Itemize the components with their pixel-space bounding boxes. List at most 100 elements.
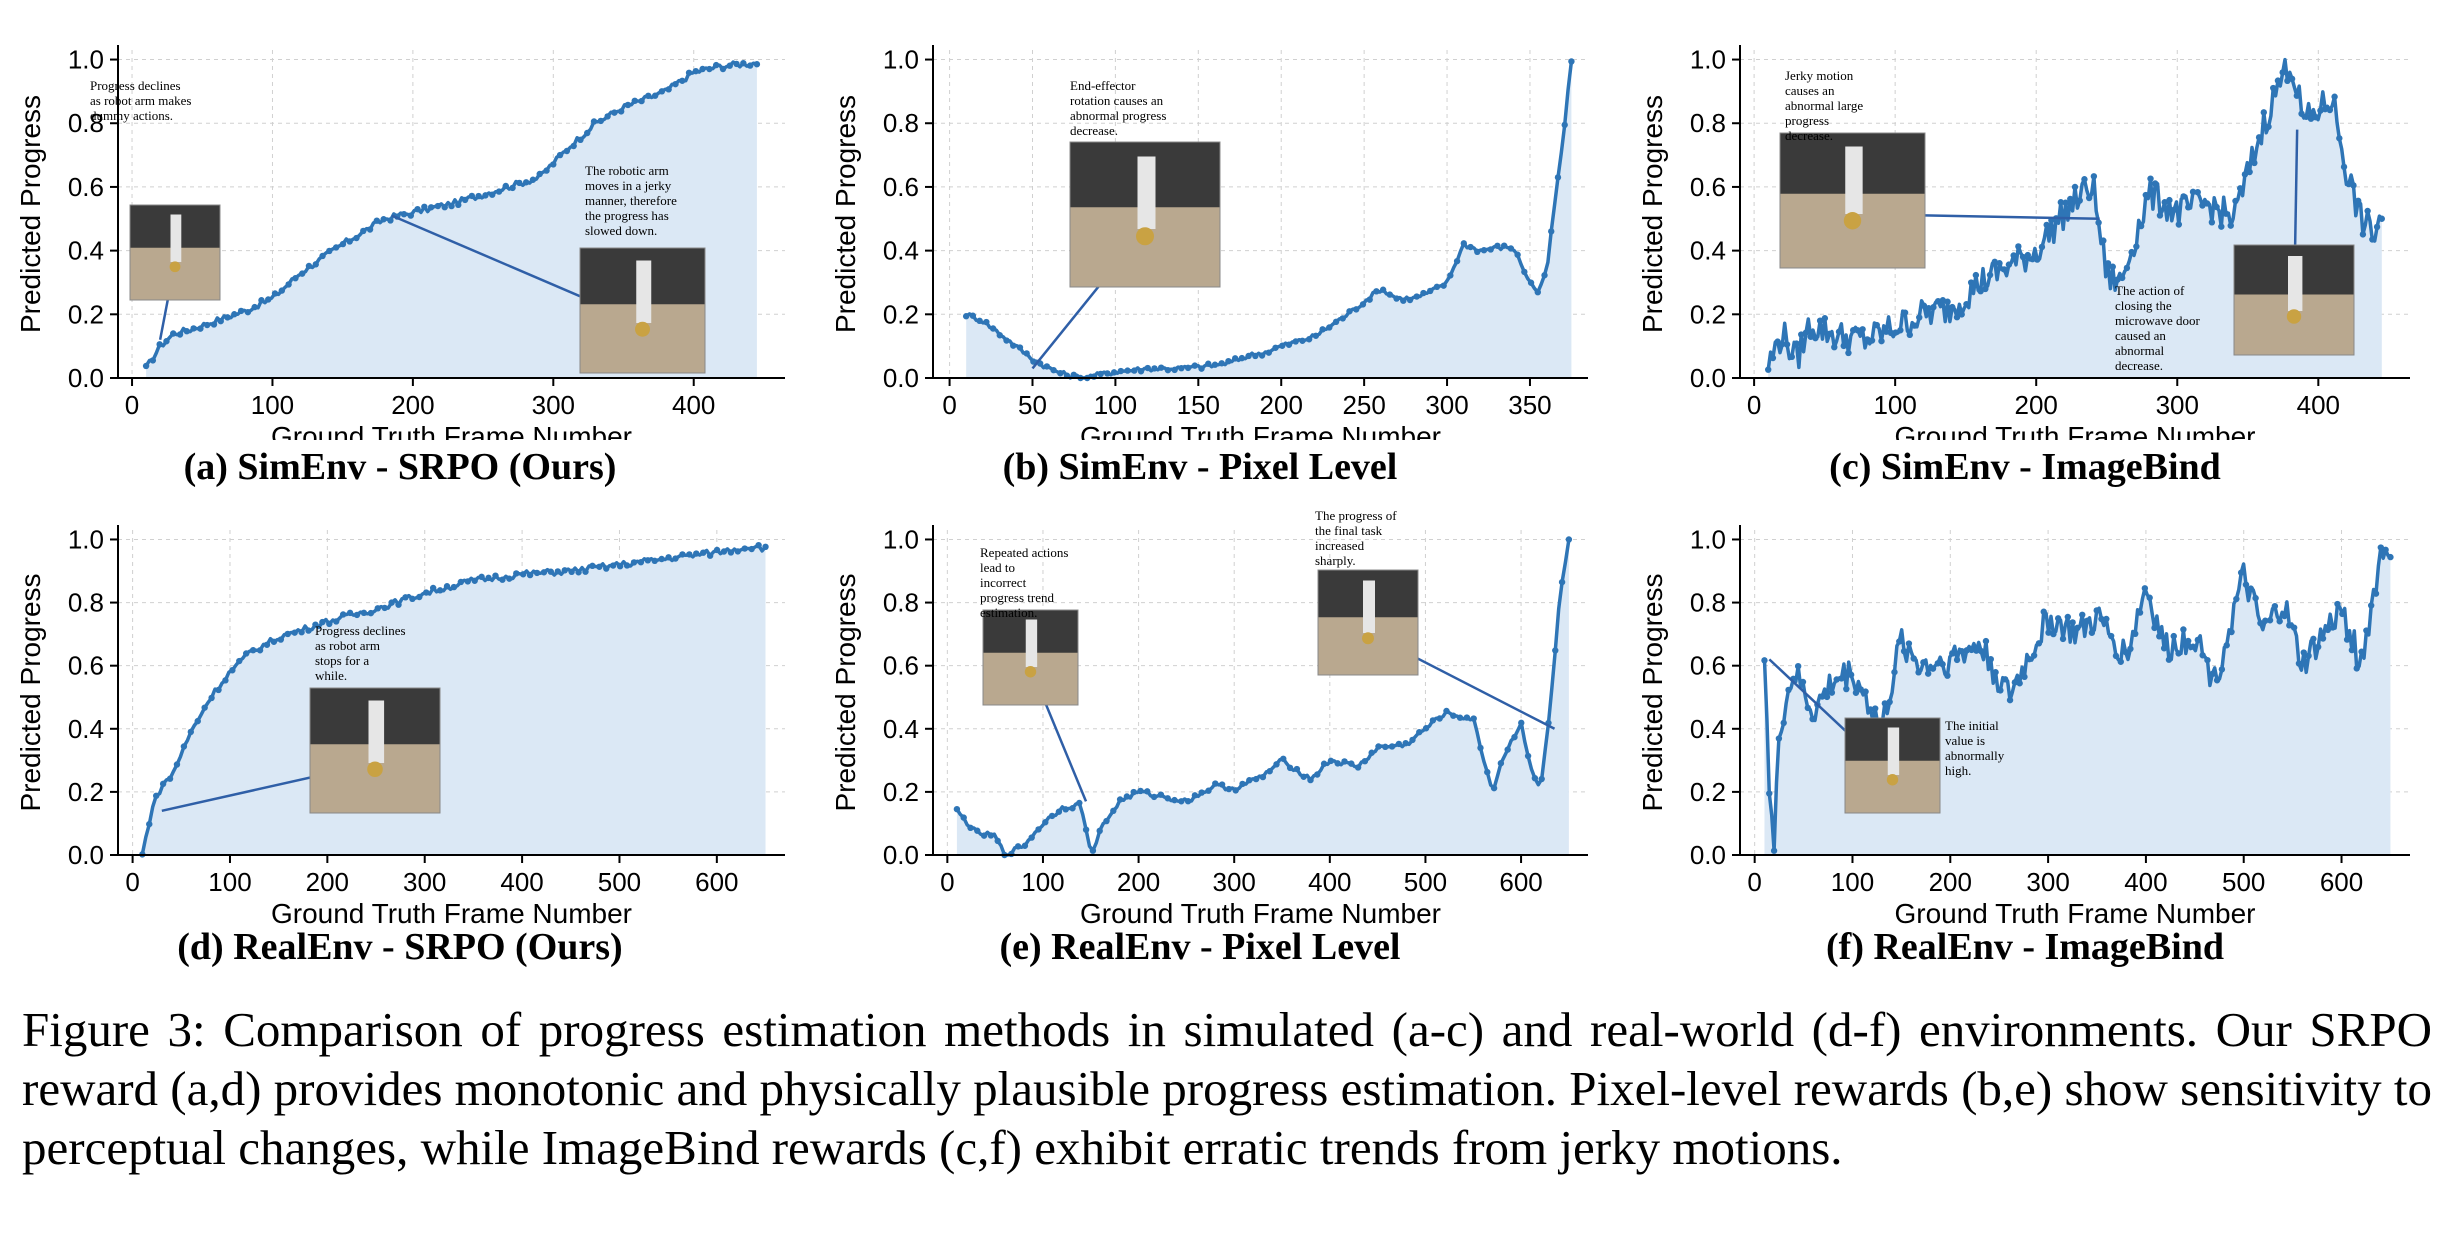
series-point (2043, 221, 2050, 229)
series-point (1487, 246, 1494, 253)
series-point (1453, 257, 1461, 265)
series-point (1833, 676, 1840, 683)
series-point (2237, 569, 2245, 576)
x-tick-label: 500 (1404, 867, 1447, 897)
series-point (1484, 768, 1491, 776)
series-point (2194, 636, 2202, 644)
series-point (2123, 264, 2131, 272)
series-point (448, 202, 455, 210)
x-tick-label: 0 (942, 390, 956, 420)
series-point (1794, 662, 1802, 670)
series-point (2222, 210, 2230, 217)
series-point (194, 717, 201, 725)
series-point (2251, 159, 2258, 167)
series-point (2081, 176, 2088, 183)
series-point (319, 618, 326, 626)
y-tick-label: 0.0 (68, 840, 104, 870)
series-point (1809, 715, 1816, 723)
series-point (1096, 827, 1103, 835)
y-axis-label: Predicted Progress (1637, 95, 1668, 333)
series-point (1293, 765, 1301, 773)
series-point (1231, 355, 1239, 362)
series-point (2276, 618, 2283, 625)
series-point (485, 574, 492, 582)
series-point (746, 62, 754, 69)
series-point (2029, 255, 2036, 263)
series-point (1285, 341, 1293, 348)
series-point (2329, 624, 2336, 631)
series-point (1314, 771, 1321, 778)
series-point (236, 657, 243, 665)
panel-title: (b) SimEnv - Pixel Level (1002, 446, 1398, 488)
series-point (278, 287, 286, 294)
series-point (1354, 764, 1362, 771)
series-point (983, 318, 990, 326)
x-tick-label: 200 (1117, 867, 1160, 897)
series-point (1178, 365, 1185, 372)
series-point (2353, 665, 2360, 672)
chart-a: 0.0 0.2 0.4 0.6 0.8 1.0 0 100 200 300 400 Ground Tr… (15, 45, 785, 440)
series-point (2326, 106, 2334, 114)
series-point (2085, 194, 2093, 202)
series-point (332, 244, 340, 251)
series-point (2228, 628, 2235, 636)
series-point (1911, 322, 1918, 329)
series-point (2107, 632, 2115, 640)
annotation-text-line: increased (1315, 538, 1365, 553)
series-point (2132, 630, 2139, 638)
series-point (443, 583, 451, 590)
series-point (1828, 689, 1836, 696)
x-tick-label: 400 (1308, 867, 1351, 897)
series-point (1030, 358, 1037, 365)
series-point (2204, 656, 2211, 664)
scene-frame (1779, 132, 1926, 269)
series-point (2156, 212, 2164, 219)
x-tick-label: 200 (2015, 390, 2058, 420)
y-axis-label: Predicted Progress (15, 95, 46, 333)
series-point (989, 325, 997, 332)
series-point (1775, 735, 1783, 742)
series-point (1070, 371, 1077, 378)
series-point (1238, 354, 1246, 362)
y-tick-label: 0.6 (883, 651, 919, 681)
series-point (536, 170, 543, 178)
series-point (2334, 600, 2341, 608)
series-point (258, 297, 265, 304)
series-point (1770, 847, 1778, 854)
series-point (2021, 673, 2028, 681)
y-tick-label: 1.0 (883, 45, 919, 75)
series-point (1554, 174, 1562, 181)
series-point (1845, 349, 1852, 357)
chart-panel-e: 0.0 0.2 0.4 0.6 0.8 1.0 0 100 200 300 400 500 600 Gro… (800, 505, 1600, 985)
series-point (637, 559, 645, 566)
series-point (2295, 660, 2303, 667)
series-point (1379, 286, 1387, 293)
series-point (672, 80, 679, 88)
series-point (1191, 362, 1199, 369)
series-point (1780, 719, 1787, 727)
series-point (1769, 354, 1777, 362)
series-point (210, 321, 218, 328)
series-point (1812, 334, 1819, 342)
series-point (1375, 743, 1382, 750)
series-point (1531, 774, 1539, 782)
series-point (2079, 611, 2086, 618)
series-point (1440, 282, 1447, 289)
series-point (2090, 173, 2098, 180)
y-tick-label: 0.6 (68, 172, 104, 202)
series-point (603, 565, 610, 572)
series-point (2286, 622, 2293, 629)
series-point (2247, 585, 2254, 592)
series-point (1341, 758, 1348, 765)
series-point (967, 824, 974, 832)
x-tick-label: 0 (940, 867, 954, 897)
series-point (672, 555, 679, 562)
x-axis-label: Ground Truth Frame Number (271, 898, 632, 925)
series-point (1292, 338, 1299, 345)
series-point (1779, 340, 1786, 348)
series-point (2146, 594, 2153, 601)
series-point (1920, 302, 1928, 309)
series-point (353, 611, 361, 619)
series-point (1804, 704, 1811, 712)
